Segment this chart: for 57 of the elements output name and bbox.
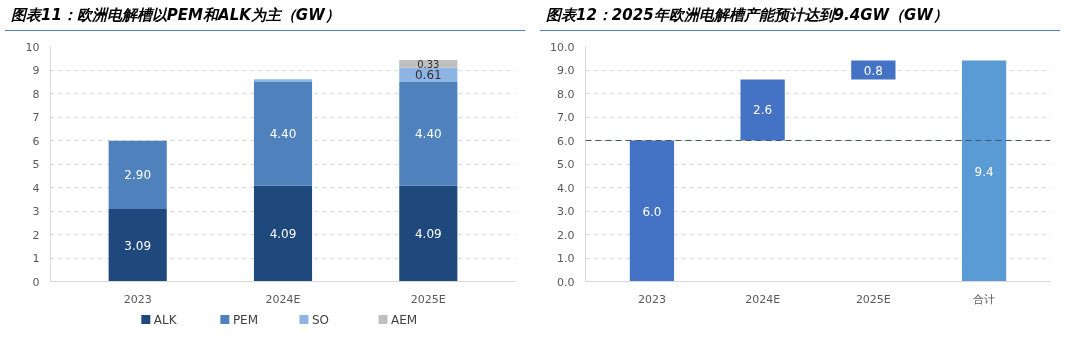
- bar: [399, 81, 458, 186]
- data-label: 3.09: [124, 238, 152, 253]
- y-tick-label: 8: [32, 87, 40, 101]
- x-tick-label: 2025E: [855, 292, 891, 306]
- x-tick-label: 2023: [637, 292, 666, 306]
- chart-title: 图表12：2025年欧洲电解槽产能预计达到9.4GW（GW）: [546, 5, 948, 26]
- y-tick-label: 2: [32, 228, 40, 242]
- x-tick-label: 2025E: [410, 292, 446, 306]
- legend-label: PEM: [232, 312, 259, 327]
- legend-label: SO: [311, 312, 329, 327]
- y-tick-label: 0.0: [557, 275, 575, 289]
- chart-title: 图表11：欧洲电解槽以PEM和ALK为主（GW）: [11, 5, 340, 26]
- y-tick-label: 6.0: [557, 134, 575, 148]
- bar: [253, 81, 313, 186]
- bar: [253, 79, 313, 82]
- y-tick-label: 4.0: [557, 181, 575, 195]
- y-tick-label: 0: [32, 275, 40, 289]
- data-label: 0.61: [414, 68, 442, 83]
- bar: [108, 208, 167, 282]
- y-tick-label: 6: [32, 134, 40, 148]
- y-tick-label: 5: [32, 158, 40, 171]
- data-label: 0.8: [863, 63, 883, 78]
- y-tick-label: 7: [32, 111, 40, 124]
- data-label: 2.6: [753, 103, 773, 118]
- y-tick-label: 10.0: [550, 40, 575, 54]
- bar: [629, 140, 675, 282]
- y-tick-label: 3: [32, 205, 40, 218]
- bar: [253, 185, 313, 282]
- bar: [961, 60, 1007, 282]
- bar: [399, 185, 458, 282]
- y-tick-label: 9: [32, 64, 40, 77]
- y-tick-label: 8.0: [557, 87, 575, 101]
- x-tick-label: 合计: [973, 292, 996, 306]
- x-tick-label: 2023: [123, 292, 152, 306]
- y-tick-label: 5.0: [557, 158, 575, 171]
- legend-label: AEM: [390, 312, 418, 327]
- y-tick-label: 4: [32, 181, 40, 195]
- data-label: 2.90: [124, 168, 152, 183]
- bar: [108, 140, 167, 209]
- y-tick-label: 10: [25, 40, 40, 54]
- data-label: 4.40: [269, 127, 297, 142]
- y-tick-label: 1.0: [557, 252, 575, 265]
- data-label: 9.4: [974, 164, 994, 179]
- data-label: 4.09: [269, 226, 297, 241]
- legend-label: ALK: [153, 312, 178, 327]
- x-tick-label: 2024E: [745, 292, 781, 306]
- data-label: 4.09: [414, 226, 442, 241]
- data-label: 4.40: [414, 127, 442, 142]
- y-tick-label: 7.0: [557, 111, 575, 124]
- data-label: 0.33: [417, 58, 440, 70]
- y-tick-label: 9.0: [557, 64, 575, 77]
- bar: [740, 79, 785, 141]
- y-tick-label: 1: [32, 252, 40, 265]
- data-label: 6.0: [642, 204, 662, 219]
- y-tick-label: 3.0: [557, 205, 575, 218]
- y-tick-label: 2.0: [557, 228, 575, 242]
- x-tick-label: 2024E: [265, 292, 301, 306]
